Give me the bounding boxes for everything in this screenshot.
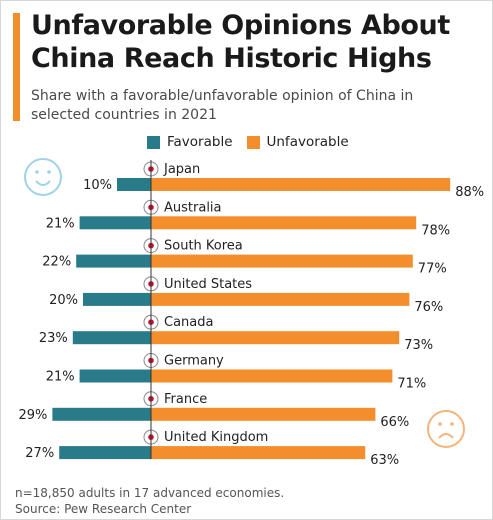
unfavorable-value-label: 71% xyxy=(397,377,426,392)
legend-swatch-favorable xyxy=(147,135,160,149)
favorable-value-label: 27% xyxy=(25,446,54,461)
unfavorable-bar xyxy=(151,331,400,345)
unfavorable-bar xyxy=(151,446,366,460)
unfavorable-bar xyxy=(151,216,417,230)
legend-item-unfavorable: Unfavorable xyxy=(246,134,349,150)
unfavorable-bar xyxy=(151,407,376,421)
country-label: Australia xyxy=(164,200,222,215)
legend-label-favorable: Favorable xyxy=(167,134,233,150)
country-label: Japan xyxy=(163,162,200,177)
favorable-bar xyxy=(117,178,151,191)
country-label: Germany xyxy=(164,354,224,369)
legend: Favorable Unfavorable xyxy=(147,134,363,150)
legend-swatch-unfavorable xyxy=(246,135,260,149)
title-accent-bar xyxy=(13,13,20,121)
sample-note: n=18,850 adults in 17 advanced economies… xyxy=(15,486,285,500)
favorable-bar xyxy=(52,407,151,421)
favorable-value-label: 21% xyxy=(46,370,75,385)
favorable-bar xyxy=(79,216,151,230)
favorable-bar xyxy=(83,292,151,306)
unfavorable-bar xyxy=(151,178,451,191)
unfavorable-bar xyxy=(151,369,393,383)
chart-subtitle: Share with a favorable/unfavorable opini… xyxy=(31,88,414,123)
favorable-value-label: 29% xyxy=(18,408,47,423)
unfavorable-bar xyxy=(151,292,410,306)
sad-face-icon xyxy=(427,410,465,448)
unfavorable-value-label: 77% xyxy=(418,262,447,277)
favorable-value-label: 23% xyxy=(39,331,68,346)
favorable-value-label: 20% xyxy=(49,293,78,308)
source-note: Source: Pew Research Center xyxy=(15,502,192,516)
favorable-value-label: 10% xyxy=(83,178,112,193)
happy-face-icon xyxy=(24,158,62,196)
favorable-bar xyxy=(76,254,151,268)
unfavorable-bar xyxy=(151,254,413,268)
country-label: United States xyxy=(164,277,252,292)
legend-label-unfavorable: Unfavorable xyxy=(266,134,349,150)
country-label: France xyxy=(164,392,207,407)
unfavorable-value-label: 88% xyxy=(455,185,484,200)
unfavorable-value-label: 73% xyxy=(404,338,433,353)
unfavorable-value-label: 66% xyxy=(380,415,409,430)
unfavorable-value-label: 78% xyxy=(421,223,450,238)
country-label: United Kingdom xyxy=(164,430,268,445)
country-label: Canada xyxy=(164,315,213,330)
country-label: South Korea xyxy=(164,239,243,254)
favorable-value-label: 21% xyxy=(46,216,75,231)
unfavorable-value-label: 63% xyxy=(370,453,399,468)
unfavorable-value-label: 76% xyxy=(414,300,443,315)
chart-title: Unfavorable Opinions About China Reach H… xyxy=(31,10,450,74)
footnote: n=18,850 adults in 17 advanced economies… xyxy=(15,485,475,517)
favorable-bar xyxy=(79,369,151,383)
favorable-value-label: 22% xyxy=(42,255,71,270)
legend-item-favorable: Favorable xyxy=(147,134,233,150)
favorable-bar xyxy=(59,446,152,460)
favorable-bar xyxy=(72,331,151,345)
